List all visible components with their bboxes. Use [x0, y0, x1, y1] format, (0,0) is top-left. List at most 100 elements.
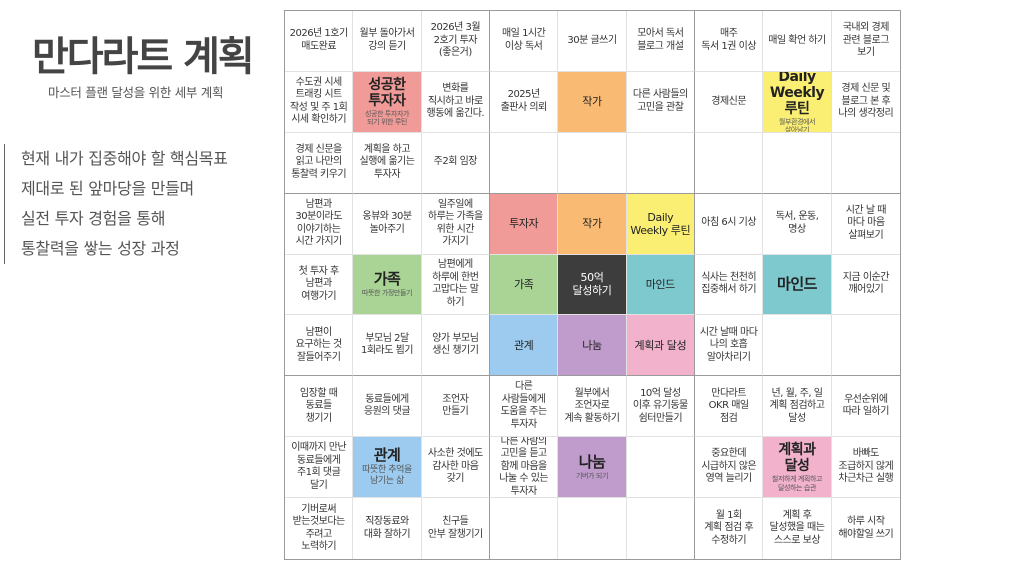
empty-cell: [763, 132, 832, 194]
subgoal-caption: 따뜻한 가정만들기: [361, 289, 413, 298]
action-item-cell: 2025년 출판사 의뢰: [490, 71, 559, 133]
empty-cell: [558, 498, 627, 559]
action-item-text: 10억 달성 이후 유기동물 쉼터만들기: [632, 387, 688, 424]
action-item-text: 다른 사람의 고민을 듣고 함께 마음을 나눌 수 있는 투자자: [499, 437, 549, 497]
mandalart-goal-cell: 계획과 달성: [626, 315, 695, 377]
action-item-cell: 계획 후 달성했을 때는 스스로 보상: [763, 498, 832, 559]
action-item-cell: 남편과 30분이라도 이야기하는 시간 가지기: [285, 193, 354, 255]
action-item-cell: 지금 이순간 깨어있기: [831, 255, 900, 316]
action-item-cell: 일주일에 하루는 가족을 위한 시간 가지기: [421, 193, 490, 255]
empty-cell: [490, 132, 559, 194]
action-item-text: 만다라트 OKR 매일 점검: [708, 387, 749, 424]
empty-cell: [831, 133, 900, 194]
action-item-text: 이때까지 만난 동료들에게 주1회 댓글 달기: [291, 442, 347, 491]
mandalart-subgoal-cell: 성공한 투자자 성공한 투자자가 되기 위한 루틴: [353, 71, 422, 133]
empty-cell: [763, 315, 832, 377]
action-item-cell: 친구들 안부 잘챙기기: [422, 498, 490, 559]
mandalart-goal-cell: 작가: [558, 71, 627, 133]
action-item-cell: 변화를 직시하고 바로 행동에 옮긴다.: [421, 71, 490, 133]
action-item-text: 지금 이순간 깨어있기: [842, 271, 890, 296]
action-item-text: 식사는 천천히 집중해서 하기: [701, 271, 757, 296]
action-item-cell: 월부 돌아가서 강의 듣기: [353, 11, 422, 72]
core-goal-line: 실전 투자 경험을 통해: [21, 209, 166, 228]
page-title: 만다라트 계획: [32, 34, 255, 80]
action-item-cell: 2026년 3월 2호기 투자 (좋은거): [421, 11, 490, 72]
action-item-cell: 국내외 경제 관련 블로그 보기: [831, 11, 900, 72]
subgoal-title: 관계: [373, 446, 401, 465]
action-item-cell: 시간 날 때 마다 마음 살펴보기: [831, 194, 900, 255]
action-item-cell: 주2회 임장: [421, 132, 490, 194]
mandalart-subgoal-cell: 관계 따뜻한 추억을 남기는 삶: [353, 437, 422, 499]
action-item-text: 옹뷰와 30분 놀아주기: [362, 211, 412, 235]
action-item-text: 임장할 때 동료들 챙기기: [299, 387, 338, 424]
action-item-text: 2026년 1호기 매도완료: [289, 28, 349, 52]
action-item-text: 2026년 3월 2호기 투자 (좋은거): [430, 22, 481, 59]
empty-cell: [558, 132, 627, 194]
action-item-text: 아침 6시 기상: [701, 217, 757, 229]
mandalart-subgoal-cell: 마인드: [763, 254, 832, 316]
action-item-cell: 2026년 1호기 매도완료: [285, 11, 354, 72]
subgoal-caption: 성공한 투자자가 되기 위한 루틴: [364, 109, 410, 127]
action-item-text: 첫 투자 후 남편과 여행가기: [298, 265, 340, 302]
empty-cell: [626, 132, 695, 194]
action-item-text: 조언자 만들기: [442, 393, 469, 418]
goal-label: 투자자: [509, 217, 539, 231]
action-item-text: 주2회 임장: [433, 156, 478, 168]
action-item-cell: 우선순위에 따라 일하기: [831, 376, 900, 438]
subgoal-title: 나눔: [578, 452, 606, 471]
action-item-cell: 임장할 때 동료들 챙기기: [285, 376, 354, 438]
action-item-text: 일주일에 하루는 가족을 위한 시간 가지기: [427, 198, 483, 248]
mandalart-subgoal-cell: 계획과 달성 철저하게 계획하고 달성하는 습관: [763, 437, 832, 499]
action-item-text: 남편과 30분이라도 이야기하는 시간 가지기: [295, 198, 342, 248]
action-item-text: 하루 시작 해야할일 쓰기: [838, 516, 894, 540]
page-subtitle: 마스터 플랜 달성을 위한 세부 계획: [48, 85, 224, 100]
subgoal-caption: 기버가 되기: [575, 471, 608, 480]
core-goal-line: 현재 내가 집중해야 할 핵심목표: [21, 149, 228, 168]
subgoal-title: 마인드: [777, 274, 817, 293]
action-item-text: 매주 독서 1권 이상: [701, 28, 757, 52]
goal-label: 50억 달성하기: [572, 271, 612, 298]
mandalart-goal-cell: 나눔: [558, 315, 627, 377]
subgoal-caption: 월부환경에서 살아남기: [778, 117, 816, 133]
mandalart-grid: 2026년 1호기 매도완료 월부 돌아가서 강의 듣기 2026년 3월 2호기 …: [284, 10, 901, 560]
action-item-text: 경제 신문 및 블로그 본 후 나의 생각정리: [838, 83, 894, 120]
action-item-text: 사소한 것에도 감사한 마음 갖기: [427, 448, 483, 485]
action-item-cell: 동료들에게 응원의 댓글: [353, 376, 422, 438]
empty-cell: [626, 437, 695, 499]
action-item-cell: 부모님 2달 1회라도 뵙기: [353, 315, 422, 377]
action-item-text: 양가 부모님 생신 챙기기: [432, 332, 479, 357]
action-item-cell: 계획을 하고 실행에 옮기는 투자자: [353, 132, 422, 194]
action-item-cell: 년, 월, 주, 일 계획 점검하고 달성: [763, 376, 832, 438]
action-item-text: 수도권 시세 트래킹 시트 작성 및 주 1회 시세 확인하기: [289, 76, 348, 126]
subgoal-title: 계획과 달성: [778, 442, 816, 475]
action-item-text: 국내외 경제 관련 블로그 보기: [842, 22, 890, 59]
action-item-text: 계획을 하고 실행에 옮기는 투자자: [359, 143, 415, 180]
action-item-cell: 만다라트 OKR 매일 점검: [695, 376, 764, 438]
action-item-text: 친구들 안부 잘챙기기: [427, 516, 483, 540]
action-item-cell: 식사는 천천히 집중해서 하기: [695, 254, 764, 316]
action-item-cell: 하루 시작 해야할일 쓰기: [832, 498, 900, 559]
action-item-text: 시간 날때 마다 나의 호흡 알아차리기: [699, 326, 758, 363]
action-item-text: 년, 월, 주, 일 계획 점검하고 달성: [769, 387, 825, 424]
mandalart-subgoal-cell: 가족 따뜻한 가정만들기: [353, 254, 422, 316]
action-item-cell: 매일 확언 하기: [763, 11, 832, 72]
action-item-text: 모아서 독서 블로그 개설: [637, 28, 684, 52]
mandalart-goal-cell: Daily Weekly 루틴: [626, 193, 695, 255]
action-item-text: 시간 날 때 마다 마음 살펴보기: [845, 204, 887, 241]
action-item-cell: 첫 투자 후 남편과 여행가기: [285, 254, 354, 316]
goal-label: Daily Weekly 루틴: [630, 210, 691, 237]
action-item-text: 다른 사람들의 고민을 관찰: [632, 89, 688, 113]
subgoal-title: 가족: [373, 270, 401, 289]
action-item-cell: 월 1회 계획 점검 후 수정하기: [695, 498, 764, 559]
action-item-text: 남편이 요구하는 것 잘들어주기: [295, 326, 343, 363]
empty-cell: [490, 498, 559, 559]
goal-label: 관계: [513, 338, 534, 352]
goal-label: 계획과 달성: [634, 338, 687, 352]
action-item-cell: 다른 사람들에게 도움을 주는 투자자: [490, 376, 559, 438]
action-item-cell: 바빠도 조급하지 않게 차근차근 실행: [831, 437, 900, 499]
core-goal-line: 제대로 된 앞마당을 만들며: [21, 179, 194, 198]
action-item-cell: 기버로써 받는것보다는 주려고 노력하기: [285, 498, 354, 559]
action-item-cell: 사소한 것에도 감사한 마음 갖기: [421, 437, 490, 499]
mandalart-goal-cell: 마인드: [626, 254, 695, 316]
action-item-text: 2025년 출판사 의뢰: [500, 89, 548, 113]
